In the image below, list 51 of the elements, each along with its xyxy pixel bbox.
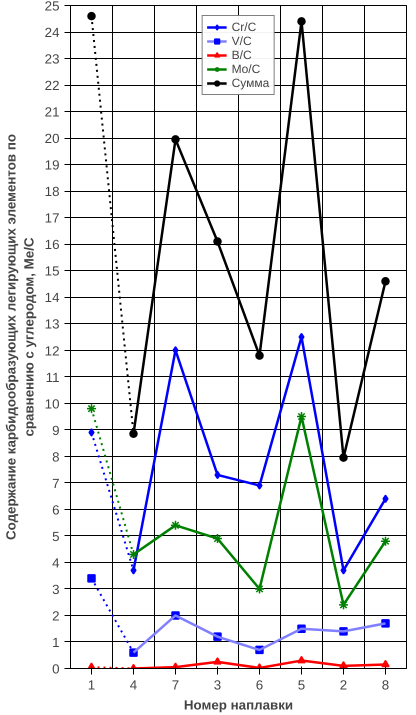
point xyxy=(254,584,265,594)
y-tick-label: 9 xyxy=(52,422,60,438)
point xyxy=(212,533,223,544)
legend-label: Cr/C xyxy=(232,20,256,34)
point xyxy=(170,520,181,531)
y-tick-label: 15 xyxy=(44,264,60,279)
x-axis-title: Номер наплавки xyxy=(184,698,294,712)
y-tick-label: 11 xyxy=(46,370,60,385)
y-tick-label: 4 xyxy=(52,555,60,570)
y-tick-label: 22 xyxy=(44,78,60,94)
y-tick-label: 1 xyxy=(52,634,60,650)
y-tick-label: 19 xyxy=(44,158,60,173)
y-tick-label: 20 xyxy=(44,131,60,146)
y-tick-label: 10 xyxy=(44,396,60,412)
y-tick-label: 0 xyxy=(52,662,60,676)
x-tick-label: 5 xyxy=(298,678,306,692)
x-tick-label: 2 xyxy=(340,678,348,692)
y-tick-label: 25 xyxy=(44,0,60,14)
legend-label: Mo/C xyxy=(232,62,260,76)
point xyxy=(380,536,391,546)
y-tick-label: 6 xyxy=(52,502,60,518)
y-tick-label: 8 xyxy=(52,449,60,464)
y-tick-label: 3 xyxy=(52,582,60,597)
x-tick-label: 3 xyxy=(214,678,222,692)
point xyxy=(338,600,349,610)
legend-label: Сумма xyxy=(232,76,270,90)
x-tick-label: 6 xyxy=(256,678,264,692)
x-tick-label: 8 xyxy=(382,678,390,692)
point xyxy=(128,549,139,560)
y-tick-label: 18 xyxy=(44,184,60,200)
x-tick-label: 4 xyxy=(130,678,138,692)
point xyxy=(87,574,96,583)
y-tick-label: 2 xyxy=(52,608,60,624)
y-tick-label: 21 xyxy=(44,104,60,120)
legend-label: B/C xyxy=(232,48,252,62)
point xyxy=(296,411,307,422)
y-tick-label: 7 xyxy=(52,476,60,491)
x-tick-label: 7 xyxy=(172,678,180,692)
y-axis-title: Содержание карбидообразующих легирующих элементов по сравнению с углеродом, Ме/С xyxy=(4,134,37,540)
point xyxy=(86,403,97,414)
y-tick-label: 16 xyxy=(44,237,60,252)
y-tick-label: 13 xyxy=(44,316,60,332)
y-tick-label: 5 xyxy=(52,528,60,544)
y-tick-label: 24 xyxy=(44,25,60,40)
y-tick-label: 14 xyxy=(44,290,60,306)
y-tick-label: 23 xyxy=(44,52,60,67)
point xyxy=(87,12,96,20)
x-tick-label: 1 xyxy=(88,678,96,692)
y-tick-label: 12 xyxy=(44,343,60,358)
y-tick-label: 17 xyxy=(44,210,60,226)
legend-label: V/C xyxy=(232,34,252,48)
